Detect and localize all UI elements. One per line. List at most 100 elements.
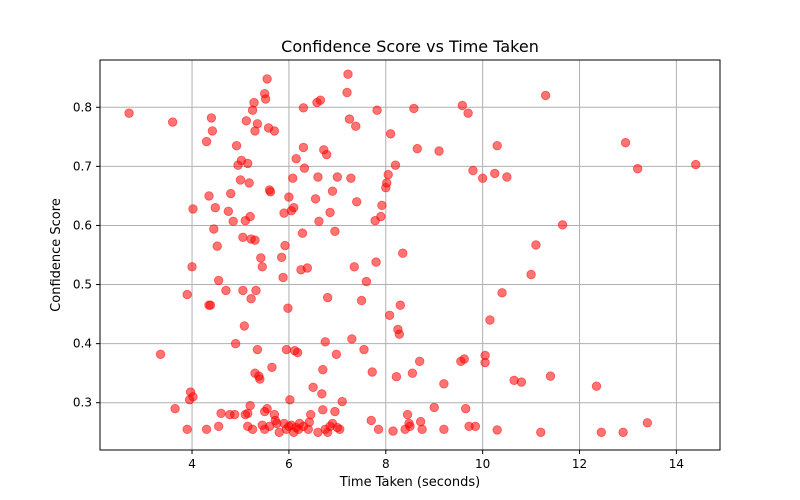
data-point	[349, 262, 359, 272]
data-point	[470, 421, 481, 432]
data-point	[303, 424, 313, 435]
data-point	[407, 368, 418, 378]
data-point	[313, 172, 323, 182]
data-point	[228, 216, 238, 227]
data-point	[317, 389, 327, 399]
x-tick-label: 10	[475, 457, 490, 471]
data-point	[332, 172, 343, 182]
data-point	[322, 292, 333, 303]
data-point	[383, 169, 393, 180]
x-tick-label: 12	[572, 457, 587, 471]
data-point	[367, 367, 377, 377]
data-point	[262, 74, 272, 84]
data-point	[439, 379, 449, 389]
data-point	[204, 191, 214, 201]
data-point	[260, 94, 271, 104]
grid-lines	[100, 60, 720, 450]
data-point	[251, 285, 261, 296]
data-point	[201, 136, 212, 147]
x-tick-label: 14	[669, 457, 684, 471]
data-point	[361, 276, 372, 287]
data-point	[230, 338, 241, 349]
data-point	[477, 173, 488, 183]
axis-ticks: 4 6 8 10 12 14 0.3 0.4 0.5 0.6 0.7 0.8	[73, 100, 684, 471]
data-point	[182, 289, 192, 300]
data-point	[221, 285, 231, 296]
data-point	[325, 207, 335, 218]
data-point	[187, 262, 197, 272]
data-point	[247, 105, 258, 115]
data-point	[210, 203, 220, 213]
data-point	[356, 295, 367, 306]
plot-area-frame	[99, 59, 721, 451]
data-point	[394, 329, 405, 339]
data-point	[238, 232, 248, 242]
data-point	[216, 408, 226, 419]
data-point	[632, 164, 643, 174]
data-point	[321, 149, 332, 160]
data-point	[330, 406, 340, 417]
data-point	[409, 103, 419, 114]
data-point	[291, 153, 301, 164]
data-point	[188, 204, 198, 214]
data-point	[596, 427, 607, 437]
data-point	[391, 372, 402, 382]
data-point	[240, 409, 251, 420]
data-point	[209, 224, 219, 234]
y-tick-label: 0.6	[73, 218, 92, 232]
data-point	[315, 95, 326, 105]
data-point	[280, 240, 290, 251]
data-point	[526, 269, 536, 280]
data-point	[468, 165, 478, 176]
data-point	[289, 203, 299, 213]
data-point	[359, 344, 369, 355]
data-point	[366, 415, 376, 426]
data-point	[344, 114, 355, 124]
data-point	[276, 252, 287, 263]
data-point	[188, 392, 198, 402]
data-point	[434, 146, 444, 156]
data-point	[384, 310, 395, 320]
data-point	[298, 103, 309, 113]
data-point	[243, 158, 253, 169]
data-point	[244, 178, 254, 188]
data-point	[250, 368, 260, 378]
data-point	[257, 262, 267, 272]
data-point	[492, 425, 502, 435]
data-point	[308, 382, 318, 393]
data-point	[390, 160, 401, 170]
data-point	[402, 409, 413, 420]
x-axis-label: Time Taken (seconds)	[339, 475, 480, 490]
data-point	[250, 235, 260, 245]
data-point	[459, 354, 469, 364]
data-point	[256, 253, 266, 263]
data-point	[229, 409, 240, 420]
data-point	[377, 200, 387, 211]
data-point	[405, 421, 415, 432]
data-point	[292, 347, 303, 358]
data-point	[155, 349, 166, 359]
data-point	[226, 188, 236, 199]
data-point	[314, 216, 324, 227]
data-point	[212, 241, 222, 251]
data-point	[249, 97, 259, 108]
y-tick-label: 0.8	[73, 100, 92, 114]
data-point	[269, 409, 280, 420]
data-point	[480, 350, 490, 361]
data-point	[235, 175, 246, 185]
data-point	[213, 421, 224, 432]
y-tick-label: 0.5	[73, 278, 92, 292]
data-point	[591, 381, 602, 391]
data-point	[516, 377, 527, 387]
x-tick-label: 8	[382, 457, 390, 471]
data-point	[320, 337, 330, 347]
data-point	[238, 285, 248, 296]
data-point	[395, 300, 406, 310]
data-point	[540, 90, 551, 101]
data-point	[347, 334, 357, 344]
data-point	[485, 315, 495, 325]
data-point	[167, 117, 178, 127]
data-point	[252, 119, 263, 129]
data-point	[247, 424, 258, 435]
data-point	[262, 403, 272, 414]
